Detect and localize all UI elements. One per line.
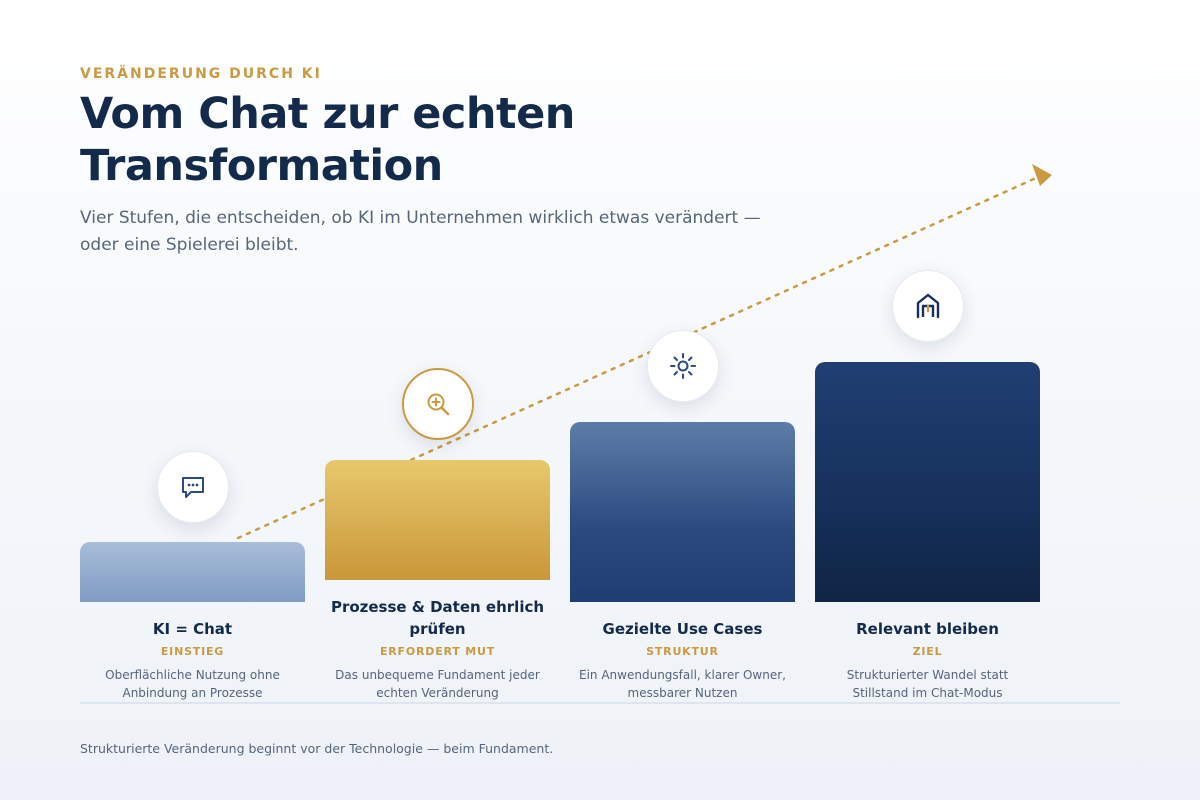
stage-1-text: KI = Chat EINSTIEG Oberflächliche Nutzun… xyxy=(80,618,305,702)
footer-note: Strukturierte Veränderung beginnt vor de… xyxy=(80,741,554,756)
stage-bar-1 xyxy=(80,542,305,602)
stage-3-tag: STRUKTUR xyxy=(646,645,719,658)
stage-3-text: Gezielte Use Cases STRUKTUR Ein Anwendun… xyxy=(570,618,795,702)
stage-bar-4 xyxy=(815,362,1040,602)
page-title: Vom Chat zur echten Transformation xyxy=(80,89,575,191)
magnifier-plus-icon xyxy=(427,393,450,416)
stage-1-title: KI = Chat xyxy=(152,620,233,638)
stage-3-description: Ein Anwendungsfall, klarer Owner, messba… xyxy=(579,668,786,700)
stage-4-title: Relevant bleiben xyxy=(856,620,999,638)
page-subtitle: Vier Stufen, die entscheiden, ob KI im U… xyxy=(80,208,761,255)
stage-4-tag: ZIEL xyxy=(912,645,943,658)
stage-bar-2 xyxy=(325,460,550,580)
stage-2-tag: ERFORDERT MUT xyxy=(379,645,496,658)
eyebrow-label: VERÄNDERUNG DURCH KI xyxy=(80,66,322,82)
stage-2-text: Prozesse & Daten ehrlich prüfen ERFORDER… xyxy=(325,596,550,702)
stage-2-title: Prozesse & Daten ehrlich prüfen xyxy=(330,598,545,638)
growth-arrowhead xyxy=(1032,164,1052,186)
stage-4-text: Relevant bleiben ZIEL Strukturierter Wan… xyxy=(815,618,1040,702)
stage-4-description: Strukturierter Wandel statt Stillstand i… xyxy=(846,668,1009,700)
baseline-divider xyxy=(80,702,1120,704)
stage-1-description: Oberflächliche Nutzung ohne Anbindung an… xyxy=(105,668,280,700)
stage-3-title: Gezielte Use Cases xyxy=(602,620,763,638)
growth-arrow-line xyxy=(236,176,1038,540)
stage-1-tag: EINSTIEG xyxy=(160,645,225,658)
stage-3-icon-badge xyxy=(647,330,719,402)
stage-2-description: Das unbequeme Fundament jeder echten Ver… xyxy=(335,668,540,700)
stage-bar-3 xyxy=(570,422,795,602)
chat-bubble-icon xyxy=(182,477,204,498)
stage-4-icon-badge xyxy=(892,270,964,342)
stage-2-icon-badge xyxy=(402,368,474,440)
sun-icon xyxy=(670,353,696,379)
house-icon xyxy=(916,293,940,319)
stage-1-icon-badge xyxy=(157,451,229,523)
